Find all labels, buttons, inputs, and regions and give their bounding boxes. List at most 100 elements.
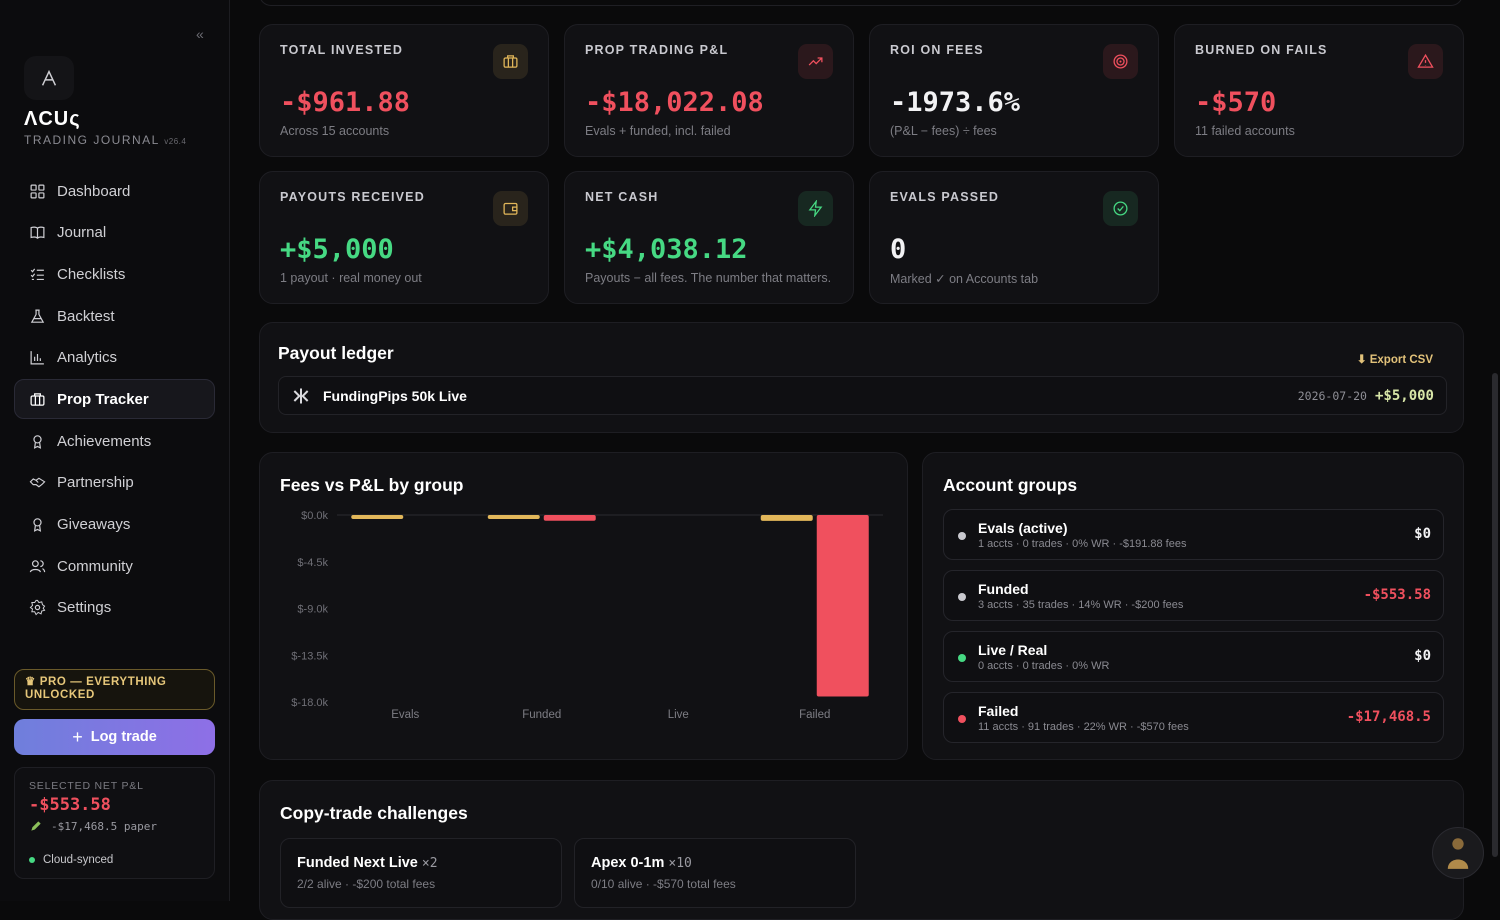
- stat-label: NET CASH: [585, 190, 659, 204]
- challenge-meta: 2/2 alive · -$200 total fees: [297, 877, 436, 891]
- log-trade-button[interactable]: + Log trade: [14, 719, 215, 755]
- group-status-dot: [958, 593, 966, 601]
- sync-dot-icon: [29, 857, 35, 863]
- group-meta: 3 accts · 35 trades · 14% WR · -$200 fee…: [978, 599, 1184, 611]
- fees-vs-pnl-chart-card: Fees vs P&L by group $0.0k $-4.5k $-9.0k $-…: [259, 452, 908, 760]
- chart-bar: [351, 515, 404, 519]
- y-tick-label: $-18.0k: [291, 697, 328, 709]
- scrollbar[interactable]: [1492, 373, 1498, 857]
- bolt-icon: [808, 200, 823, 217]
- avatar[interactable]: [1432, 827, 1484, 879]
- stat-label: ROI ON FEES: [890, 43, 984, 57]
- pro-badge-text: PRO — EVERYTHING UNLOCKED: [25, 676, 167, 701]
- crown-icon: ♛: [25, 676, 40, 688]
- pencil-icon: [31, 821, 41, 831]
- account-group-row[interactable]: Failed 11 accts · 91 trades · 22% WR · -…: [943, 692, 1444, 743]
- challenge-meta: 0/10 alive · -$570 total fees: [591, 877, 736, 891]
- collapse-sidebar-icon[interactable]: «: [196, 26, 204, 42]
- stat-icon-box: [1103, 44, 1138, 79]
- group-value: -$553.58: [1363, 587, 1431, 603]
- group-meta: 11 accts · 91 trades · 22% WR · -$570 fe…: [978, 721, 1189, 733]
- stat-card: PAYOUTS RECEIVED +$5,000 1 payout · real…: [259, 171, 549, 304]
- group-value: $0: [1414, 648, 1431, 664]
- check-circle-icon: [1113, 201, 1128, 216]
- stat-icon-box: [798, 44, 833, 79]
- selected-net-pnl-label: SELECTED NET P&L: [29, 780, 144, 792]
- sidebar-item-journal[interactable]: Journal: [14, 213, 215, 253]
- logo-mark-icon: [41, 69, 57, 86]
- payout-ledger-title: Payout ledger: [278, 343, 394, 363]
- stat-value: -$961.88: [280, 87, 411, 118]
- group-status-dot: [958, 715, 966, 723]
- stat-value: +$4,038.12: [585, 234, 748, 265]
- account-groups-card: Account groups Evals (active) 1 accts · …: [922, 452, 1464, 760]
- sidebar-item-achievements[interactable]: Achievements: [14, 421, 215, 461]
- chart-title: Fees vs P&L by group: [280, 475, 464, 495]
- group-name: Evals (active): [978, 520, 1068, 536]
- sidebar-item-label: Analytics: [57, 349, 118, 367]
- plus-icon: +: [72, 726, 83, 747]
- sidebar-item-label: Community: [57, 557, 133, 575]
- bar-chart-icon: [30, 351, 44, 365]
- sidebar-item-analytics[interactable]: Analytics: [14, 338, 215, 378]
- stat-value: 0: [890, 234, 907, 265]
- y-tick-label: $0.0k: [301, 510, 328, 522]
- stat-value: -$18,022.08: [585, 87, 764, 118]
- y-tick-label: $-4.5k: [297, 557, 328, 569]
- brand-subtitle-text: TRADING JOURNAL: [24, 133, 160, 147]
- log-trade-label: Log trade: [90, 729, 157, 745]
- stat-card: PROP TRADING P&L -$18,022.08 Evals + fun…: [564, 24, 854, 157]
- stat-subtext: Across 15 accounts: [280, 124, 390, 138]
- group-status-dot: [958, 654, 966, 662]
- stat-card: BURNED ON FAILS -$570 11 failed accounts: [1174, 24, 1464, 157]
- stat-label: EVALS PASSED: [890, 190, 1000, 204]
- sidebar-item-label: Settings: [57, 599, 112, 617]
- fundingpips-logo-icon: [293, 388, 309, 403]
- stat-card: EVALS PASSED 0 Marked ✓ on Accounts tab: [869, 171, 1159, 304]
- checklist-icon: [30, 268, 44, 280]
- copy-trade-challenge[interactable]: Apex 0-1m ×10 0/10 alive · -$570 total f…: [574, 838, 856, 908]
- sidebar-item-community[interactable]: Community: [14, 546, 215, 586]
- stat-icon-box: [493, 191, 528, 226]
- sidebar-item-settings[interactable]: Settings: [14, 588, 215, 628]
- challenge-name: Apex 0-1m ×10: [591, 855, 839, 871]
- sidebar: « ΛCUς TRADING JOURNAL v26.4 Dashboard J…: [0, 0, 230, 901]
- table-row[interactable]: FundingPips 50k Live 2026-07-20 +$5,000: [278, 376, 1447, 415]
- challenge-multiplier: ×10: [668, 856, 692, 871]
- version-badge: v26.4: [164, 137, 187, 146]
- account-group-row[interactable]: Evals (active) 1 accts · 0 trades · 0% W…: [943, 509, 1444, 560]
- sidebar-item-label: Giveaways: [57, 516, 131, 533]
- account-group-row[interactable]: Live / Real 0 accts · 0 trades · 0% WR $…: [943, 631, 1444, 682]
- sidebar-item-backtest[interactable]: Backtest: [14, 296, 215, 336]
- flask-icon: [30, 309, 45, 323]
- gift-icon: [33, 518, 42, 532]
- chart-bar: [760, 515, 813, 521]
- stat-card: ROI ON FEES -1973.6% (P&L − fees) ÷ fees: [869, 24, 1159, 157]
- stat-icon-box: [798, 191, 833, 226]
- copy-trade-challenge[interactable]: Funded Next Live ×2 2/2 alive · -$200 to…: [280, 838, 562, 908]
- chart-bar: [816, 515, 869, 697]
- brand-subtitle: TRADING JOURNAL v26.4: [24, 133, 186, 147]
- logo: [24, 56, 74, 100]
- sidebar-item-prop-tracker[interactable]: Prop Tracker: [14, 379, 215, 420]
- award-icon: [33, 434, 42, 449]
- x-tick-label: Failed: [799, 709, 830, 721]
- sidebar-item-partnership[interactable]: Partnership: [14, 463, 215, 503]
- selected-net-pnl-value: -$553.58: [29, 795, 111, 815]
- account-group-row[interactable]: Funded 3 accts · 35 trades · 14% WR · -$…: [943, 570, 1444, 621]
- sidebar-item-label: Partnership: [57, 474, 134, 492]
- sidebar-item-checklists[interactable]: Checklists: [14, 254, 215, 294]
- export-csv-button[interactable]: ⬇ Export CSV: [1356, 354, 1433, 366]
- sidebar-item-label: Prop Tracker: [57, 390, 149, 408]
- sidebar-item-dashboard[interactable]: Dashboard: [14, 171, 215, 211]
- sidebar-item-giveaways[interactable]: Giveaways: [14, 505, 215, 545]
- copy-trade-card: Copy-trade challenges Funded Next Live ×…: [259, 780, 1464, 920]
- chart-bar: [543, 515, 596, 521]
- challenge-name-text: Funded Next Live: [297, 855, 418, 871]
- challenge-multiplier: ×2: [421, 856, 438, 871]
- handshake-icon: [29, 477, 46, 488]
- sidebar-nav: Dashboard Journal Checklists Backtest An…: [14, 171, 215, 630]
- stat-value: -1973.6%: [890, 87, 1021, 118]
- stat-label: BURNED ON FAILS: [1195, 43, 1328, 57]
- payout-date: 2026-07-20: [1297, 388, 1367, 403]
